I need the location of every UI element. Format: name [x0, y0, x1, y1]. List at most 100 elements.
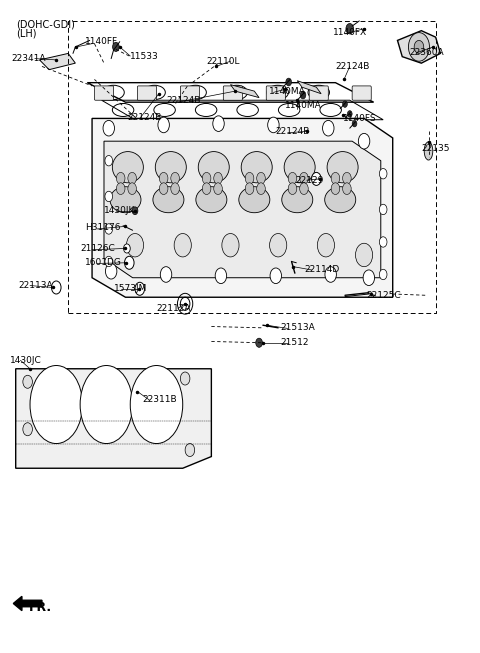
Circle shape [379, 269, 387, 279]
Ellipse shape [110, 187, 141, 213]
Circle shape [105, 191, 113, 202]
Ellipse shape [327, 151, 358, 183]
FancyBboxPatch shape [137, 86, 156, 100]
Text: (DOHC-GDI): (DOHC-GDI) [16, 19, 74, 29]
Ellipse shape [241, 151, 272, 183]
Text: 22125C: 22125C [366, 291, 401, 300]
Ellipse shape [130, 366, 183, 443]
FancyBboxPatch shape [309, 86, 328, 100]
Circle shape [331, 183, 340, 195]
Circle shape [126, 234, 144, 257]
Circle shape [213, 116, 224, 131]
Circle shape [352, 120, 357, 127]
Text: 22114D: 22114D [304, 264, 340, 274]
Circle shape [124, 256, 134, 269]
Circle shape [214, 183, 222, 195]
Circle shape [202, 172, 211, 184]
Circle shape [288, 183, 297, 195]
Circle shape [215, 268, 227, 283]
Circle shape [343, 101, 348, 107]
FancyBboxPatch shape [95, 86, 114, 100]
Ellipse shape [30, 366, 83, 443]
Circle shape [158, 117, 169, 133]
Ellipse shape [424, 142, 433, 160]
Ellipse shape [324, 187, 356, 213]
Circle shape [185, 443, 195, 456]
Ellipse shape [80, 366, 132, 443]
Circle shape [348, 110, 352, 117]
FancyBboxPatch shape [352, 86, 371, 100]
FancyBboxPatch shape [180, 86, 199, 100]
Circle shape [23, 422, 33, 436]
Circle shape [286, 78, 291, 86]
Text: 22129: 22129 [295, 176, 323, 185]
Circle shape [359, 133, 370, 149]
Polygon shape [39, 54, 75, 70]
Text: FR.: FR. [29, 601, 52, 614]
Ellipse shape [239, 187, 270, 213]
Circle shape [159, 172, 168, 184]
Circle shape [132, 207, 138, 215]
Circle shape [270, 268, 281, 283]
Circle shape [105, 155, 113, 166]
Text: 1430JC: 1430JC [10, 356, 42, 365]
Text: 22311B: 22311B [142, 395, 177, 404]
Circle shape [116, 172, 125, 184]
Ellipse shape [156, 151, 186, 183]
Circle shape [202, 183, 211, 195]
Ellipse shape [153, 187, 184, 213]
Text: 22112A: 22112A [156, 304, 191, 313]
Text: 1140FX: 1140FX [333, 28, 367, 37]
Text: 1430JK: 1430JK [104, 206, 135, 215]
Circle shape [257, 183, 265, 195]
Text: 21512: 21512 [281, 338, 309, 347]
Text: 21126C: 21126C [80, 244, 115, 253]
Circle shape [379, 168, 387, 179]
Circle shape [268, 117, 279, 133]
Circle shape [379, 237, 387, 247]
Text: 22341A: 22341A [11, 54, 46, 63]
Polygon shape [16, 369, 211, 468]
Text: 22124B: 22124B [128, 112, 162, 121]
Circle shape [116, 183, 125, 195]
Circle shape [105, 224, 113, 234]
Circle shape [288, 172, 297, 184]
Circle shape [379, 204, 387, 215]
Circle shape [128, 172, 136, 184]
Text: 11533: 11533 [130, 52, 159, 61]
Circle shape [245, 172, 254, 184]
Circle shape [331, 172, 340, 184]
Text: 1140MA: 1140MA [285, 101, 322, 110]
FancyBboxPatch shape [266, 86, 285, 100]
Circle shape [363, 270, 374, 285]
Circle shape [245, 183, 254, 195]
Circle shape [414, 40, 424, 54]
Circle shape [312, 172, 321, 185]
Polygon shape [104, 141, 381, 278]
Polygon shape [297, 81, 321, 94]
Circle shape [23, 375, 33, 389]
Ellipse shape [112, 151, 144, 183]
Circle shape [180, 372, 190, 385]
Circle shape [300, 183, 308, 195]
Circle shape [356, 244, 372, 266]
Circle shape [51, 281, 61, 294]
Circle shape [222, 234, 239, 257]
Circle shape [325, 266, 336, 282]
Ellipse shape [196, 187, 227, 213]
Text: 1140FS: 1140FS [343, 114, 376, 123]
Ellipse shape [198, 151, 229, 183]
Text: 22110L: 22110L [206, 57, 240, 66]
Circle shape [106, 263, 117, 279]
FancyArrow shape [13, 596, 42, 611]
FancyBboxPatch shape [223, 86, 242, 100]
Circle shape [159, 183, 168, 195]
Circle shape [300, 91, 306, 99]
Circle shape [346, 24, 354, 34]
Text: (LH): (LH) [16, 29, 36, 39]
Circle shape [171, 183, 180, 195]
Polygon shape [92, 118, 393, 297]
Circle shape [171, 172, 180, 184]
Circle shape [408, 33, 430, 61]
Ellipse shape [282, 187, 313, 213]
